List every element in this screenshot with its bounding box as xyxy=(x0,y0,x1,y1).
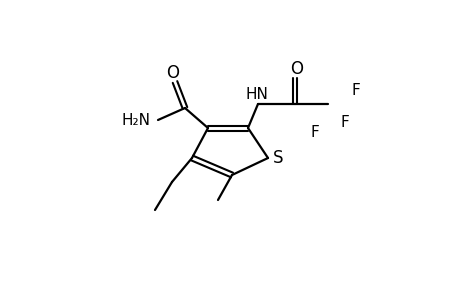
Text: H₂N: H₂N xyxy=(121,112,150,128)
Text: F: F xyxy=(340,115,349,130)
Text: O: O xyxy=(290,60,303,78)
Text: F: F xyxy=(310,124,319,140)
Text: S: S xyxy=(272,149,283,167)
Text: F: F xyxy=(351,82,359,98)
Text: HN: HN xyxy=(245,86,268,101)
Text: O: O xyxy=(166,64,179,82)
